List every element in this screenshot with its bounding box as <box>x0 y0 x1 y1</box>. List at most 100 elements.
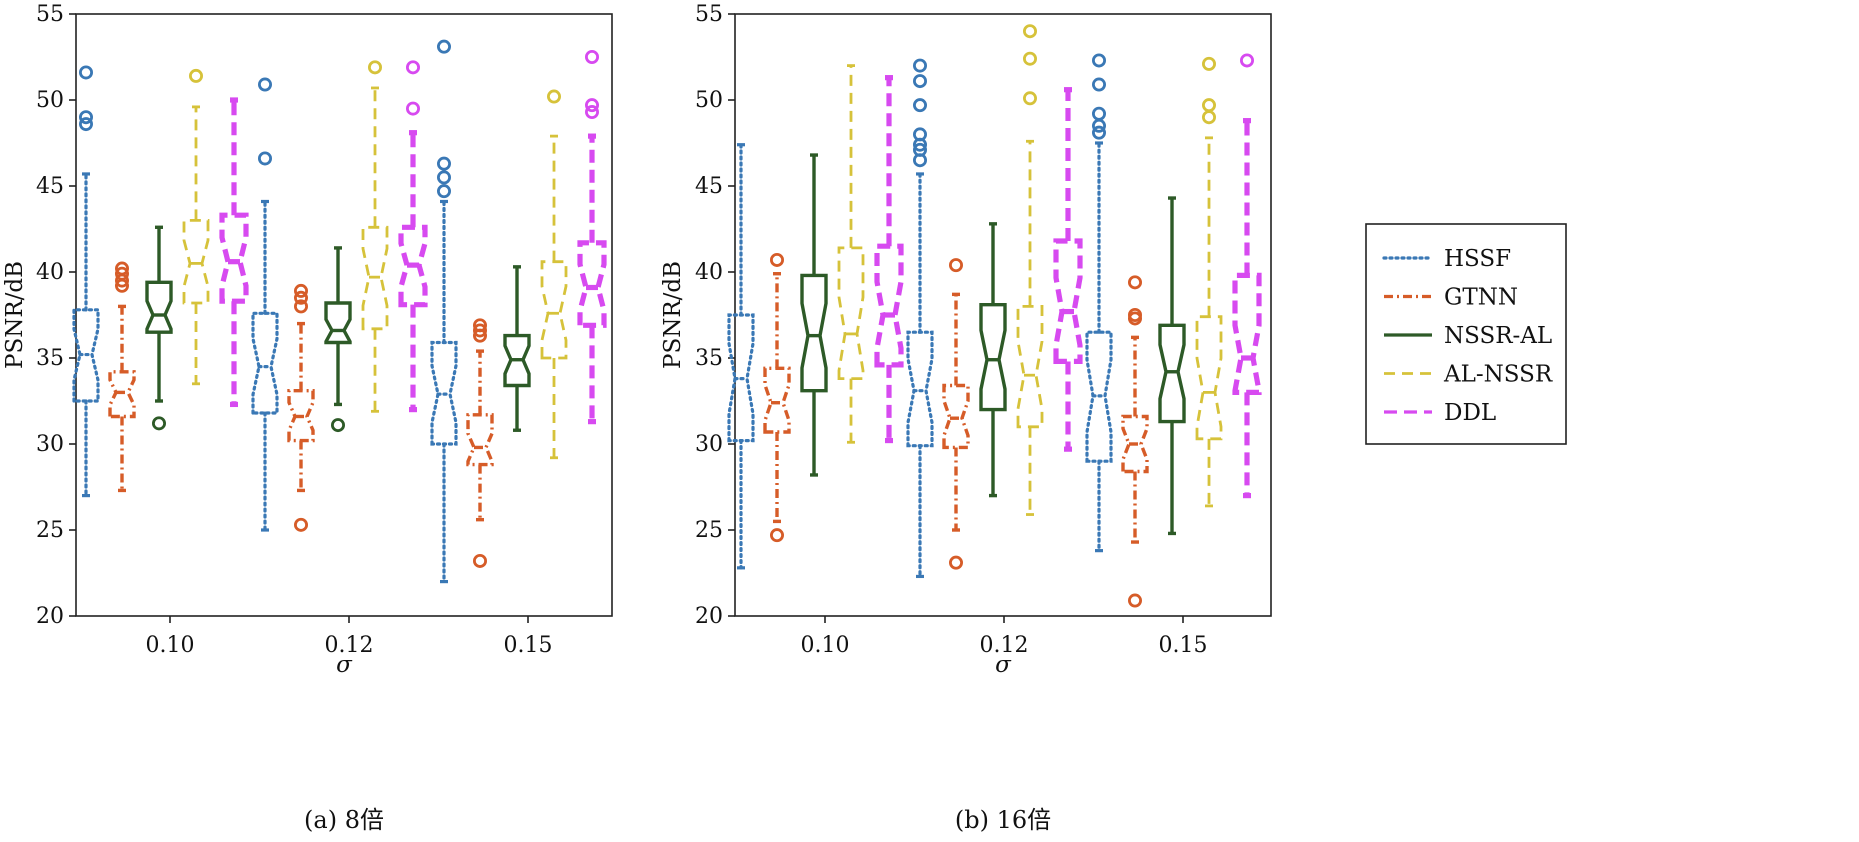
outlier-point <box>79 110 94 125</box>
outlier-point <box>293 299 308 314</box>
box-body <box>942 383 970 450</box>
box-body <box>1053 238 1083 364</box>
box-body <box>287 389 315 443</box>
outlier-point <box>913 58 928 73</box>
outlier-point <box>913 127 928 142</box>
box-gtnn-0.10 <box>108 261 136 493</box>
box-nssr-al-0.10 <box>145 225 173 431</box>
x-tick-label: 0.12 <box>980 633 1029 658</box>
box-ddl-0.15 <box>577 50 607 425</box>
outlier-point <box>472 318 487 333</box>
outlier-point <box>293 290 308 305</box>
box-ddl-0.15 <box>1232 53 1262 499</box>
box-nssr-al-0.10 <box>800 153 828 477</box>
y-tick-label: 25 <box>36 518 64 543</box>
box-hssf-0.12 <box>906 58 934 579</box>
y-tick-label: 40 <box>695 260 723 285</box>
box-body <box>182 218 210 305</box>
series-ddl <box>219 50 607 425</box>
outlier-point <box>405 60 420 75</box>
box-gtnn-0.12 <box>287 283 315 532</box>
box-body <box>108 370 136 419</box>
panel-a: 20 25 30 35 40 45 50 55 0.10 0.12 0.15 σ PSNR/dB (a) … <box>2 2 613 834</box>
x-axis-title: σ <box>336 652 353 678</box>
y-tick-label: 35 <box>695 346 723 371</box>
box-nssr-al-0.12 <box>979 222 1007 498</box>
box-body <box>72 308 100 403</box>
outlier-point <box>293 517 308 532</box>
y-tick-label: 25 <box>695 518 723 543</box>
outlier-point <box>1128 275 1143 290</box>
box-body <box>763 366 791 434</box>
box-nssr-al-0.12 <box>324 246 352 433</box>
box-body <box>979 303 1007 412</box>
x-tick-label: 0.10 <box>146 633 195 658</box>
outlier-point <box>330 418 345 433</box>
box-body <box>219 212 249 304</box>
y-tick-label: 50 <box>695 88 723 113</box>
outlier-point <box>472 323 487 338</box>
series-nssr-al <box>145 225 531 433</box>
y-tick-label: 55 <box>36 2 64 27</box>
box-body <box>1158 323 1186 424</box>
outlier-point <box>436 170 451 185</box>
box-body <box>540 260 568 360</box>
legend-label: HSSF <box>1444 246 1511 272</box>
outlier-point <box>115 266 130 281</box>
box-body <box>324 301 352 345</box>
box-body <box>800 273 828 393</box>
box-body <box>837 246 865 381</box>
outlier-point <box>188 68 203 83</box>
x-axis-title: σ <box>995 652 1012 678</box>
box-nssr-al-0.15 <box>503 265 531 432</box>
box-body <box>361 225 389 331</box>
box-body <box>1195 315 1223 441</box>
outlier-point <box>257 77 272 92</box>
y-tick-label: 35 <box>36 346 64 371</box>
legend-label: DDL <box>1444 400 1496 426</box>
plot-frame <box>734 13 1272 617</box>
box-body <box>398 224 428 308</box>
x-tick-label: 0.12 <box>325 633 374 658</box>
outlier-point <box>405 101 420 116</box>
series-al-nssr <box>182 60 568 460</box>
box-ddl-0.12 <box>398 60 428 413</box>
box-body <box>430 340 458 446</box>
box-body <box>1085 330 1113 463</box>
y-tick-label: 40 <box>36 260 64 285</box>
outlier-point <box>949 258 964 273</box>
box-body <box>503 333 531 388</box>
outlier-point <box>770 528 785 543</box>
panel-caption: (b) 16倍 <box>955 806 1051 834</box>
box-body <box>251 311 279 415</box>
outlier-point <box>1092 106 1107 121</box>
plot-frame <box>75 13 613 617</box>
outlier-point <box>79 65 94 80</box>
outlier-point <box>293 283 308 298</box>
y-tick-label: 20 <box>36 604 64 629</box>
outlier-point <box>1092 125 1107 140</box>
outlier-point <box>585 105 600 120</box>
series-ddl <box>874 53 1262 499</box>
box-body <box>874 243 904 368</box>
outlier-point <box>1023 51 1038 66</box>
outlier-point <box>585 98 600 113</box>
outlier-point <box>547 89 562 104</box>
box-al-nssr-0.15 <box>540 89 568 460</box>
outlier-point <box>1202 98 1217 113</box>
outlier-point <box>115 261 130 276</box>
series-gtnn <box>763 252 1149 608</box>
box-gtnn-0.15 <box>1121 275 1149 608</box>
outlier-point <box>1128 593 1143 608</box>
box-al-nssr-0.12 <box>361 60 389 413</box>
outlier-point <box>585 50 600 65</box>
outlier-point <box>1202 110 1217 125</box>
outlier-point <box>79 117 94 132</box>
box-hssf-0.10 <box>72 65 100 498</box>
series-gtnn <box>108 261 494 568</box>
outlier-point <box>913 74 928 89</box>
y-tick-label: 50 <box>36 88 64 113</box>
box-body <box>727 313 755 443</box>
legend-label: GTNN <box>1444 285 1518 311</box>
y-tick-label: 20 <box>695 604 723 629</box>
